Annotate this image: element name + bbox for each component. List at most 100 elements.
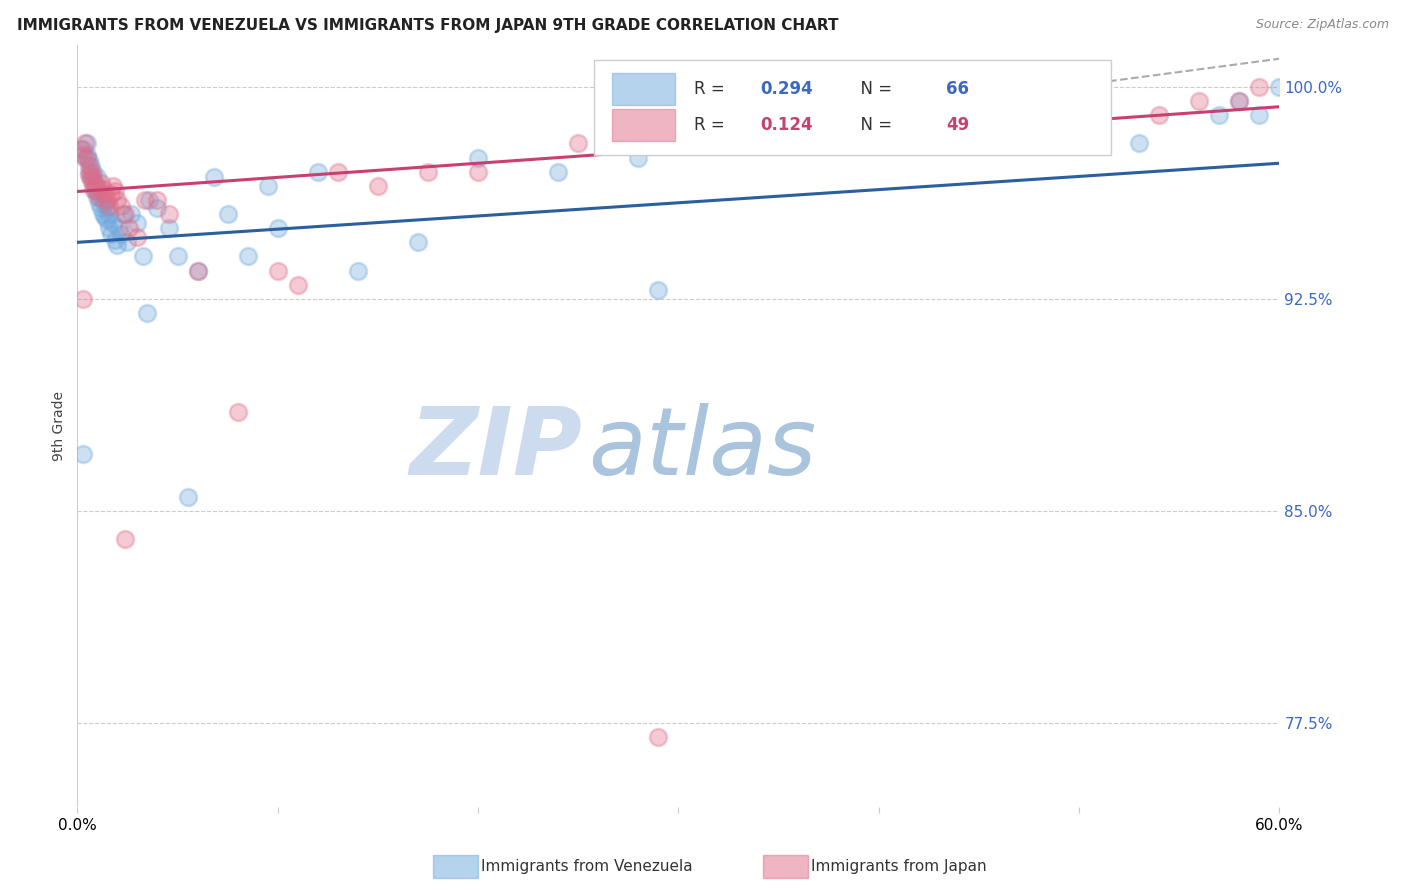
Point xyxy=(86,185,108,199)
Point xyxy=(176,490,198,504)
Text: N =: N = xyxy=(851,116,897,134)
Point xyxy=(86,170,108,185)
Point xyxy=(89,190,111,204)
Point xyxy=(1229,94,1251,108)
Point xyxy=(120,207,142,221)
Point xyxy=(76,151,98,165)
Point xyxy=(89,182,111,196)
Point xyxy=(668,122,690,136)
Text: Immigrants from Venezuela: Immigrants from Venezuela xyxy=(481,859,693,873)
Point xyxy=(1249,108,1271,122)
Point xyxy=(1229,94,1251,108)
Point xyxy=(72,447,94,461)
Point xyxy=(326,165,349,179)
Point xyxy=(187,263,209,277)
Point xyxy=(107,193,129,207)
Point xyxy=(82,182,104,196)
Text: 0.124: 0.124 xyxy=(761,116,813,134)
Point xyxy=(226,405,249,419)
Point xyxy=(84,178,107,193)
Point xyxy=(347,263,370,277)
Point xyxy=(98,207,121,221)
Point xyxy=(367,178,389,193)
Point xyxy=(567,136,589,151)
Point xyxy=(79,165,101,179)
Point xyxy=(104,185,127,199)
Point xyxy=(647,730,669,744)
Point xyxy=(406,235,429,250)
Point xyxy=(159,207,181,221)
Point xyxy=(1268,80,1291,95)
Text: atlas: atlas xyxy=(588,403,817,494)
Point xyxy=(70,142,93,156)
Point xyxy=(75,136,97,151)
Point xyxy=(127,216,149,230)
Point xyxy=(84,176,107,190)
Point xyxy=(76,136,98,151)
Point xyxy=(647,283,669,297)
Point xyxy=(84,185,107,199)
Point xyxy=(96,202,118,216)
Text: R =: R = xyxy=(695,116,730,134)
Point xyxy=(110,227,132,241)
Point xyxy=(848,136,870,151)
Point xyxy=(112,207,135,221)
Point xyxy=(79,153,101,168)
Point xyxy=(80,165,103,179)
Text: 0.294: 0.294 xyxy=(761,80,813,98)
FancyBboxPatch shape xyxy=(595,60,1111,155)
Point xyxy=(93,182,115,196)
Point xyxy=(82,176,104,190)
Point xyxy=(136,306,159,320)
Point xyxy=(948,122,970,136)
Point xyxy=(100,227,122,241)
Point xyxy=(98,199,121,213)
Point xyxy=(1249,80,1271,95)
Point xyxy=(103,216,125,230)
Point xyxy=(114,532,136,546)
Point xyxy=(114,207,136,221)
Point xyxy=(93,193,115,207)
Point xyxy=(1128,136,1150,151)
Point xyxy=(146,193,169,207)
Point xyxy=(118,221,141,235)
Y-axis label: 9th Grade: 9th Grade xyxy=(52,391,66,461)
Text: R =: R = xyxy=(695,80,730,98)
FancyBboxPatch shape xyxy=(612,73,675,105)
Point xyxy=(90,176,112,190)
Point xyxy=(467,165,489,179)
Point xyxy=(94,210,117,224)
Point xyxy=(107,238,129,252)
Point xyxy=(547,165,569,179)
Point xyxy=(108,221,131,235)
Point xyxy=(80,159,103,173)
Point xyxy=(287,277,309,292)
Point xyxy=(100,187,122,202)
Point xyxy=(72,142,94,156)
Point xyxy=(1208,108,1230,122)
Point xyxy=(90,202,112,216)
Point xyxy=(236,250,259,264)
Point xyxy=(127,229,149,244)
Point xyxy=(96,193,118,207)
Point xyxy=(96,212,118,227)
Point xyxy=(89,195,111,210)
Point xyxy=(307,165,329,179)
Point xyxy=(467,151,489,165)
Text: ZIP: ZIP xyxy=(409,403,582,495)
Point xyxy=(166,250,188,264)
Point xyxy=(159,221,181,235)
Point xyxy=(1069,108,1091,122)
Point xyxy=(94,195,117,210)
Point xyxy=(104,233,127,247)
Point xyxy=(1047,108,1070,122)
Point xyxy=(76,147,98,162)
Point xyxy=(103,178,125,193)
Point xyxy=(727,122,749,136)
Text: Immigrants from Japan: Immigrants from Japan xyxy=(811,859,987,873)
Point xyxy=(86,190,108,204)
Point xyxy=(416,165,439,179)
Point xyxy=(80,170,103,185)
Point xyxy=(202,170,225,185)
Point xyxy=(79,168,101,182)
